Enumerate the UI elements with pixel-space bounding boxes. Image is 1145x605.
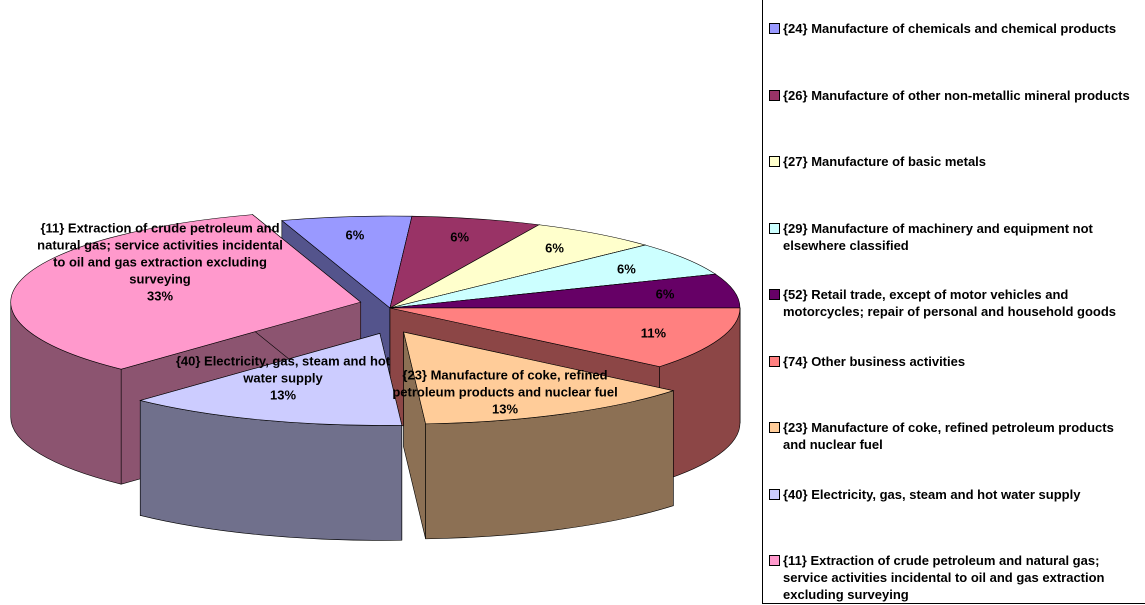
legend-item: {27} Manufacture of basic metals [769, 153, 1139, 170]
slice-label-value: 6% [655, 286, 675, 302]
slice-label-value: 11% [640, 325, 667, 341]
legend-swatch [769, 422, 780, 433]
slice-label: 6% [545, 240, 564, 257]
legend-item: {52} Retail trade, except of motor vehic… [769, 286, 1139, 320]
legend-item: {74} Other business activities [769, 353, 1139, 370]
slice [389, 224, 647, 309]
slice-label: 6% [656, 286, 675, 303]
legend-swatch [769, 156, 780, 167]
legend-item: {24} Manufacture of chemicals and chemic… [769, 20, 1139, 37]
legend-swatch [769, 555, 780, 566]
slice-label: 6% [617, 260, 636, 277]
legend-label: {52} Retail trade, except of motor vehic… [783, 287, 1116, 319]
slice [389, 273, 741, 309]
slice [10, 214, 362, 370]
slice-label: 6% [450, 228, 469, 245]
slice [403, 331, 675, 425]
legend-label: {24} Manufacture of chemicals and chemic… [783, 21, 1117, 36]
slice [281, 215, 413, 309]
legend-swatch [769, 289, 780, 300]
slice-label-name: {40} Electricity, gas, steam and hot wat… [175, 353, 391, 386]
legend-label: {11} Extraction of crude petroleum and n… [783, 553, 1105, 602]
legend-label: {23} Manufacture of coke, refined petrol… [783, 420, 1114, 452]
legend-swatch [769, 355, 780, 367]
slice-label-value: 33% [146, 288, 174, 304]
slice-label-value: 6% [617, 261, 636, 277]
legend-swatch [769, 488, 780, 500]
legend-item: {26} Manufacture of other non-metallic m… [769, 87, 1139, 104]
legend-swatch [769, 89, 780, 101]
slice-label-value: 13% [269, 387, 297, 403]
legend-label: {29} Manufacture of machinery and equipm… [783, 220, 1093, 253]
legend-swatch [769, 23, 780, 34]
legend-item: {11} Extraction of crude petroleum and n… [769, 552, 1139, 603]
slice [389, 244, 717, 309]
slice-label: {23} Manufacture of coke, refined petrol… [380, 367, 630, 418]
slice-label-value: 13% [491, 401, 519, 417]
slice-label-name: {23} Manufacture of coke, refined petrol… [392, 367, 618, 400]
legend-label: {40} Electricity, gas, steam and hot wat… [783, 486, 1081, 502]
legend-item: {40} Electricity, gas, steam and hot wat… [769, 486, 1139, 503]
slice-label-value: 6% [450, 229, 470, 245]
legend-item: {29} Manufacture of machinery and equipm… [769, 220, 1139, 254]
legend-swatch [769, 222, 780, 234]
legend-item: {23} Manufacture of coke, refined petrol… [769, 419, 1139, 453]
slice-label: {11} Extraction of crude petroleum and n… [35, 220, 285, 305]
legend-label: {26} Manufacture of other non-metallic m… [783, 87, 1130, 103]
slice-label-value: 6% [345, 227, 365, 243]
slice-label: {40} Electricity, gas, steam and hot wat… [158, 353, 408, 404]
legend-label: {27} Manufacture of basic metals [783, 154, 987, 169]
legend: {24} Manufacture of chemicals and chemic… [762, 0, 1145, 604]
slice [389, 215, 540, 309]
slice-label: 6% [346, 226, 365, 243]
legend-label: {74} Other business activities [783, 353, 966, 369]
pie-area [10, 213, 741, 541]
slice-label-value: 6% [545, 240, 564, 256]
slice [389, 307, 741, 367]
slice [139, 333, 403, 426]
slice-label: 11% [641, 324, 666, 341]
slice-label-name: {11} Extraction of crude petroleum and n… [37, 220, 283, 287]
